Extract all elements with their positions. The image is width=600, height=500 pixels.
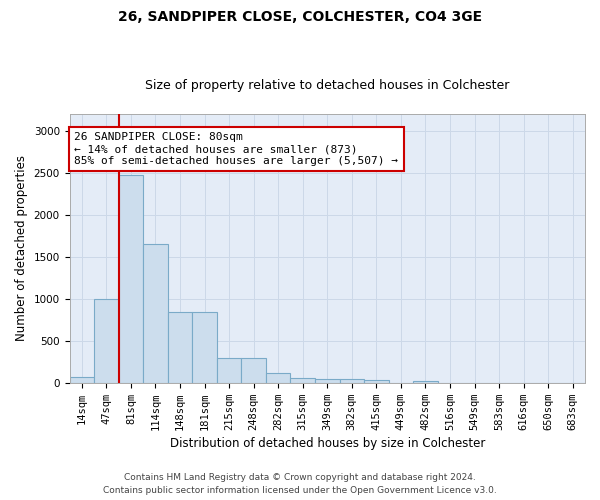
Text: Contains HM Land Registry data © Crown copyright and database right 2024.
Contai: Contains HM Land Registry data © Crown c… (103, 474, 497, 495)
Y-axis label: Number of detached properties: Number of detached properties (15, 156, 28, 342)
Bar (70, 377, 94, 383)
Bar (192, 312, 217, 383)
Title: Size of property relative to detached houses in Colchester: Size of property relative to detached ho… (145, 79, 509, 92)
Text: 26, SANDPIPER CLOSE, COLCHESTER, CO4 3GE: 26, SANDPIPER CLOSE, COLCHESTER, CO4 3GE (118, 10, 482, 24)
X-axis label: Distribution of detached houses by size in Colchester: Distribution of detached houses by size … (170, 437, 485, 450)
Bar (119, 176, 143, 383)
Bar (266, 373, 290, 383)
Bar (217, 358, 241, 383)
Bar (94, 299, 119, 383)
Text: 26 SANDPIPER CLOSE: 80sqm
← 14% of detached houses are smaller (873)
85% of semi: 26 SANDPIPER CLOSE: 80sqm ← 14% of detac… (74, 132, 398, 166)
Bar (315, 378, 340, 383)
Bar (340, 378, 364, 383)
Bar (143, 244, 168, 383)
Bar (413, 380, 438, 383)
Bar (290, 378, 315, 383)
Bar (168, 312, 192, 383)
Bar (364, 380, 389, 383)
Bar (241, 358, 266, 383)
